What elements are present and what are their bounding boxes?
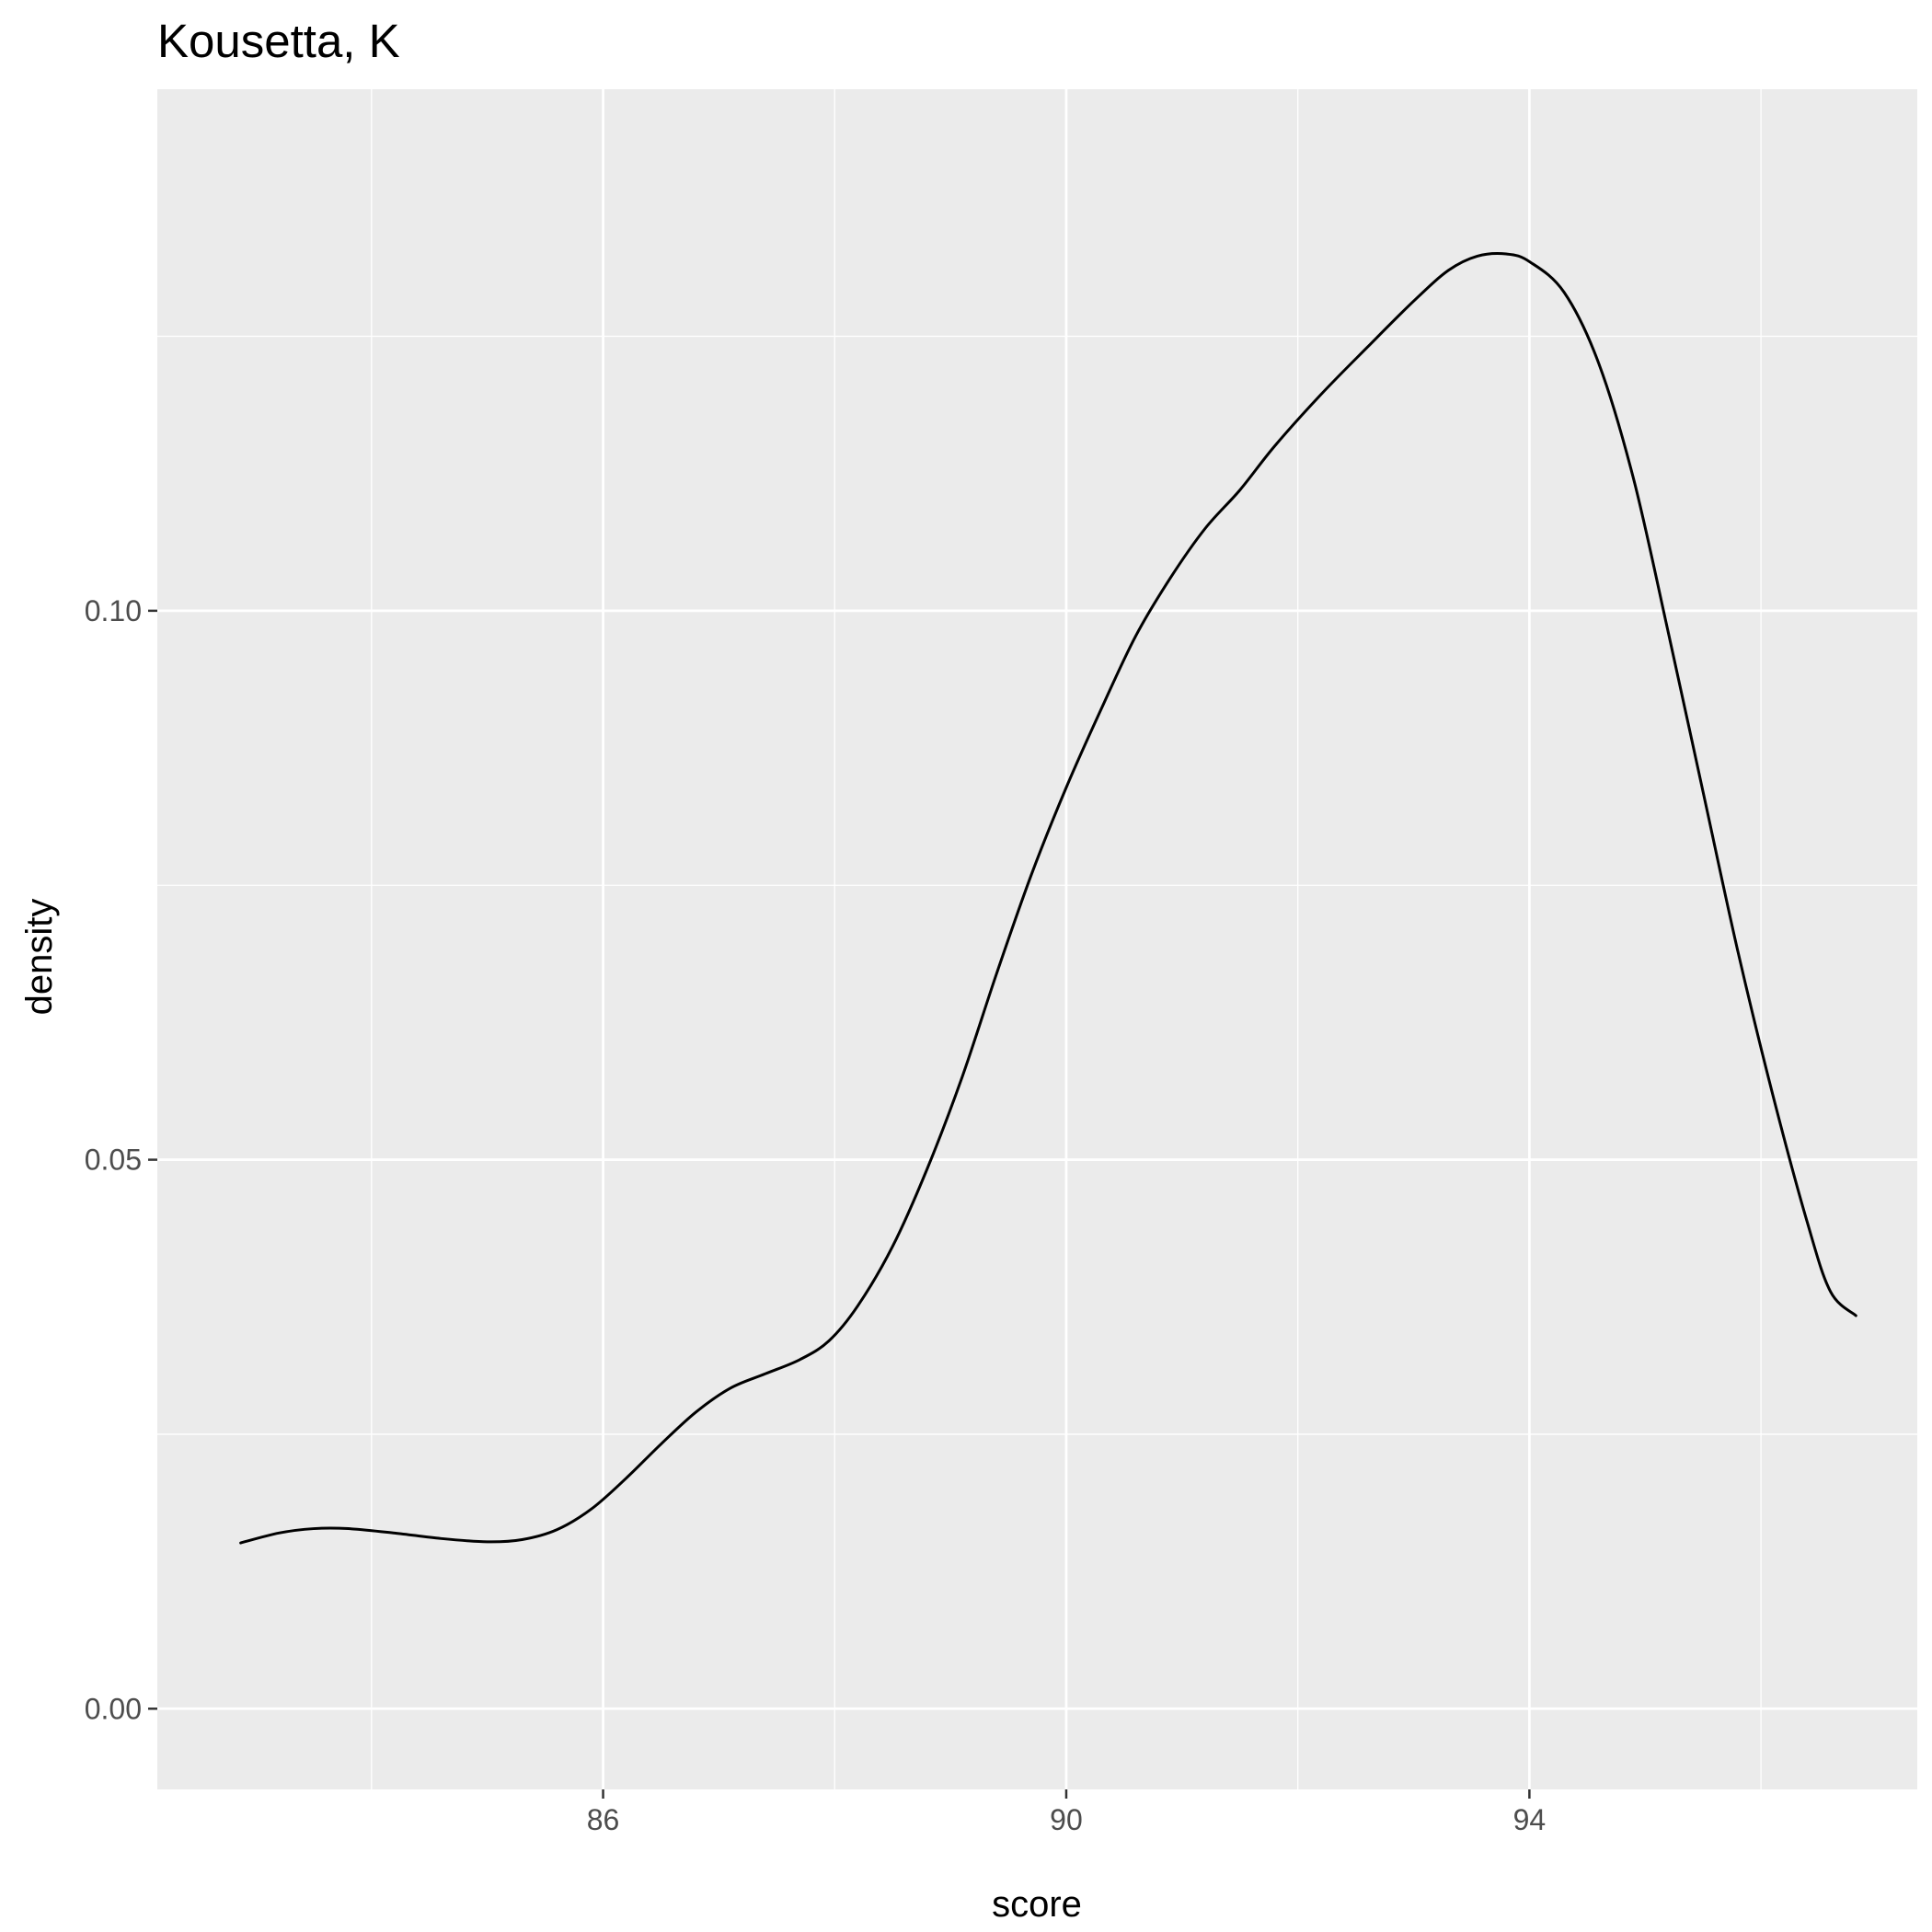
minor-gridlines [157,89,1917,1789]
x-axis: 86 90 94 [587,1789,1546,1836]
y-tick-label: 0.00 [85,1692,142,1725]
plot-panel [157,89,1917,1789]
x-tick-label: 94 [1513,1803,1547,1836]
major-gridlines [157,89,1917,1789]
y-tick-label: 0.10 [85,594,142,627]
y-axis-title: density [19,899,60,1016]
x-tick-label: 90 [1050,1803,1083,1836]
density-curve [239,252,1857,1545]
chart-title: Kousetta, K [157,15,400,67]
x-axis-title: score [992,1884,1082,1925]
x-tick-label: 86 [587,1803,620,1836]
y-tick-label: 0.05 [85,1144,142,1177]
y-axis: 0.00 0.05 0.10 [85,594,157,1725]
